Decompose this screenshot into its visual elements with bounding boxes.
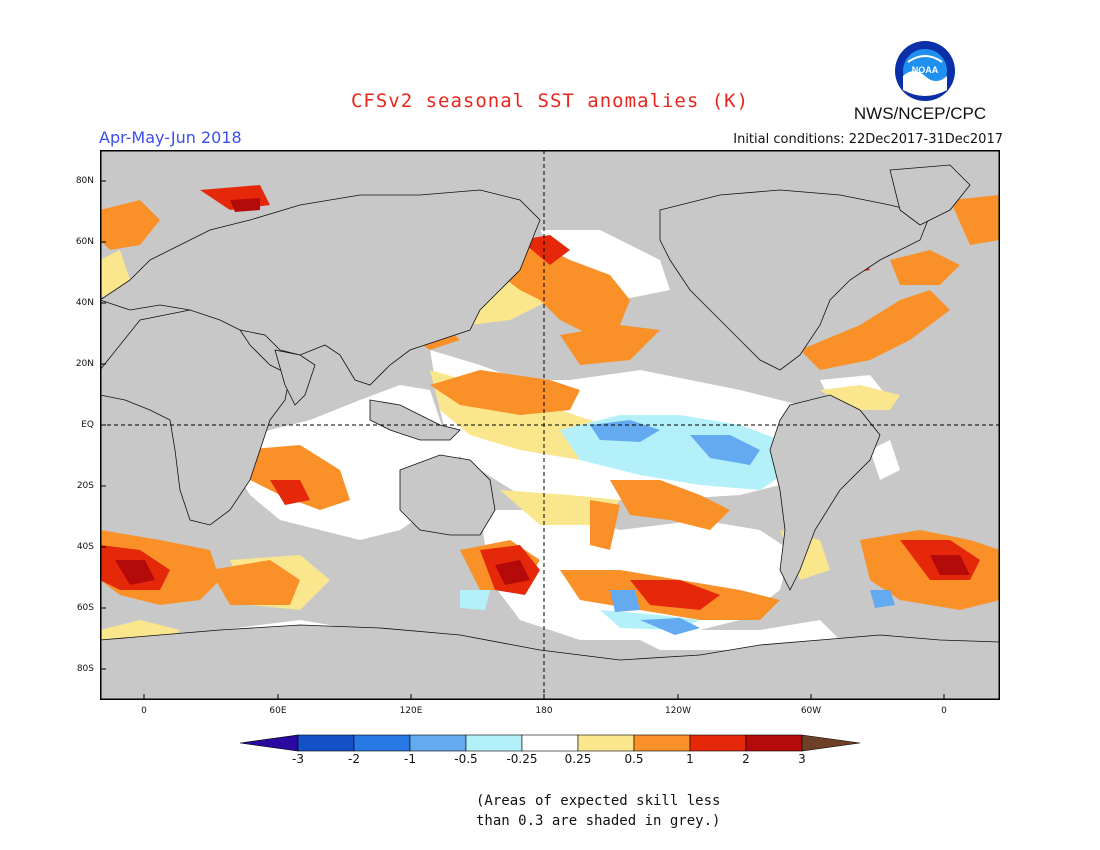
colorbar-high-extreme (801, 734, 861, 752)
initial-conditions-label: Initial conditions: 22Dec2017-31Dec2017 (733, 132, 1003, 147)
india-landmass (274, 349, 316, 406)
north-america-landmass (659, 189, 931, 371)
colorbar-tick-label: 2 (742, 752, 750, 766)
greenland-landmass (889, 164, 971, 226)
lat-label-60s: 60S (76, 603, 94, 613)
lon-label-60w: 60W (800, 706, 822, 716)
coastlines (100, 164, 1000, 700)
footnote-line-2: than 0.3 are shaded in grey.) (476, 813, 721, 829)
sst-anomaly-map (100, 150, 1000, 700)
logo-text: NOAA (912, 65, 939, 75)
map-title: CFSv2 seasonal SST anomalies (K) (350, 90, 750, 112)
colorbar-segment (297, 734, 355, 752)
colorbar-segment (689, 734, 747, 752)
season-label: Apr-May-Jun 2018 (99, 128, 242, 147)
colorbar-tick-label: 1 (686, 752, 694, 766)
colorbar-tick-label: 0.5 (624, 752, 644, 766)
footnote-line-1: (Areas of expected skill less (476, 793, 721, 809)
lon-label-180: 180 (535, 706, 553, 716)
lat-label-60n: 60N (75, 237, 94, 247)
lon-label-120e: 120E (399, 706, 423, 716)
colorbar (239, 734, 861, 752)
agency-label: NWS/NCEP/CPC (853, 104, 987, 123)
skill-footnote: (Areas of expected skill less than 0.3 a… (476, 791, 726, 831)
colorbar-tick-label: 3 (798, 752, 806, 766)
colorbar-tick-label: -2 (348, 752, 360, 766)
colorbar-segment (577, 734, 635, 752)
lon-label-0-west: 0 (141, 706, 147, 716)
eurasia-landmass (100, 189, 541, 386)
lat-label-20n: 20N (75, 359, 94, 369)
colorbar-tick-label: -3 (292, 752, 304, 766)
lon-label-60e: 60E (269, 706, 287, 716)
lon-label-120w: 120W (664, 706, 692, 716)
colorbar-segment (353, 734, 411, 752)
colorbar-segment (409, 734, 467, 752)
colorbar-segment (633, 734, 691, 752)
lat-label-40s: 40S (76, 542, 94, 552)
warm-anomaly-very-strong (115, 198, 970, 585)
colorbar-tick-label: -1 (404, 752, 416, 766)
lat-label-eq: EQ (81, 420, 94, 430)
south-america-landmass (769, 394, 881, 591)
lon-label-0-east: 0 (941, 706, 947, 716)
colorbar-tick-label: -0.5 (454, 752, 478, 766)
colorbar-tick-label: -0.25 (506, 752, 538, 766)
lat-label-80s: 80S (76, 664, 94, 674)
lat-label-20s: 20S (76, 481, 94, 491)
colorbar-segment (745, 734, 803, 752)
lat-label-80n: 80N (75, 176, 94, 186)
antarctica-landmass (100, 624, 1000, 700)
colorbar-tick-label: 0.25 (564, 752, 592, 766)
colorbar-segment (465, 734, 523, 752)
map-ticks (100, 180, 945, 700)
colorbar-segment (521, 734, 579, 752)
australia-landmass (399, 454, 496, 536)
colorbar-low-extreme (239, 734, 299, 752)
lat-label-40n: 40N (75, 298, 94, 308)
noaa-logo-icon: NOAA (895, 41, 955, 101)
